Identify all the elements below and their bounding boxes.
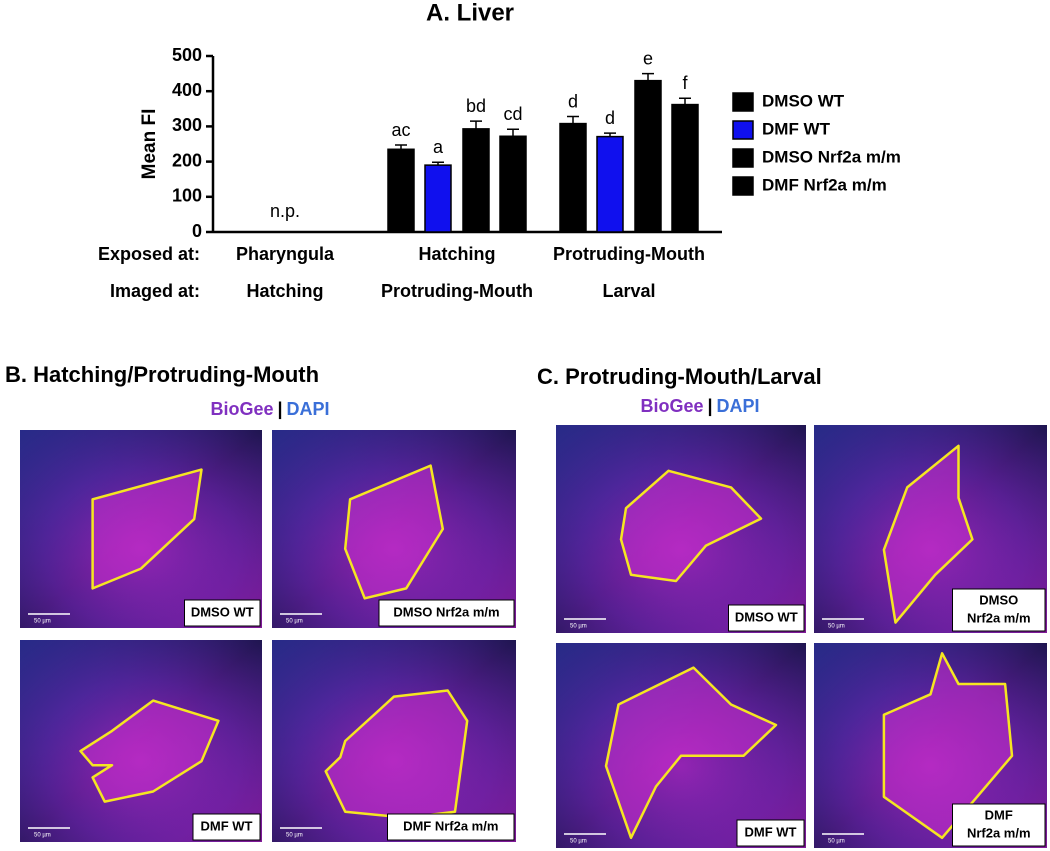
legend-word: BioGee [640,396,703,416]
bar [671,103,699,233]
error-bar [642,72,654,81]
legend-word: | [707,396,712,416]
panel-legend: BioGee | DAPI [210,399,329,419]
liver-outline [882,652,1014,840]
label-box [184,599,261,627]
liver-outline [604,666,778,840]
row-label: Imaged at: [110,281,200,301]
y-tick-label: 200 [172,150,202,170]
y-tick-label: 500 [172,45,202,65]
legend-label: DMSO WT [762,91,845,110]
legend-word: DAPI [717,396,760,416]
significance-label: ac [391,120,410,140]
image-label: DMSO Nrf2a m/m [393,604,499,619]
significance-label: d [568,91,578,111]
x-category-label: Hatching [246,281,323,301]
image-label: Nrf2a m/m [967,610,1031,625]
scale-label: 50 µm [34,833,51,839]
scale-label: 50 µm [570,839,587,845]
legend-word: BioGee [210,399,273,419]
label-box [728,604,805,632]
liver-outline [882,444,974,624]
image-label: DMSO WT [735,609,798,624]
image-label: DMF WT [201,818,253,833]
significance-label: f [682,73,688,93]
error-bar [470,120,482,129]
error-bar [679,97,691,105]
y-tick-label: 0 [192,221,202,241]
significance-label: bd [466,96,486,116]
y-axis-label: Mean FI [139,109,160,180]
liver-outline [91,468,203,590]
liver-outline [619,469,763,583]
label-box [192,813,261,841]
scale-label: 50 µm [570,624,587,630]
image-label: DMF Nrf2a m/m [403,818,498,833]
label-box [378,599,515,627]
bar [424,164,452,233]
liver-outline [79,699,220,803]
image-label: DMSO WT [191,604,254,619]
liver-outline [343,464,445,600]
bar [462,128,490,233]
error-bar [432,161,444,166]
image-label: DMF WT [745,824,797,839]
label-box [952,588,1046,632]
x-category-label: Protruding-Mouth [553,244,705,264]
bar [596,135,624,233]
error-bar [507,128,519,137]
label-box [387,813,515,841]
bar [634,79,662,233]
significance-label: e [643,48,653,68]
image-label: DMF [985,807,1013,822]
error-bar [395,144,407,150]
legend-swatch [732,148,754,168]
scale-label: 50 µm [828,624,845,630]
scale-label: 50 µm [828,839,845,845]
panel-legend: BioGee | DAPI [640,396,759,416]
legend-swatch [732,92,754,112]
significance-label: a [433,137,444,157]
y-tick-label: 300 [172,115,202,135]
legend-label: DMF Nrf2a m/m [762,175,887,194]
legend-swatch [732,176,754,196]
legend-label: DMSO Nrf2a m/m [762,147,901,166]
bar [559,122,587,233]
significance-label: cd [503,104,522,124]
y-tick-label: 400 [172,80,202,100]
error-bar [567,115,579,124]
x-category-label: Protruding-Mouth [381,281,533,301]
row-label: Exposed at: [98,244,200,264]
significance-label: d [605,108,615,128]
y-tick-label: 100 [172,186,202,206]
label-box [952,803,1046,847]
scale-label: 50 µm [286,619,303,625]
scale-label: 50 µm [34,619,51,625]
bar [387,148,415,233]
chart-title: A. Liver [426,0,514,26]
image-label: DMSO [979,592,1018,607]
bar [499,135,527,233]
x-category-label: Hatching [418,244,495,264]
label-box [736,819,805,847]
panel-title: B. Hatching/Protruding-Mouth [5,362,319,387]
image-label: Nrf2a m/m [967,825,1031,840]
legend-swatch [732,120,754,140]
x-category-label: Pharyngula [236,244,335,264]
error-bar [604,132,616,137]
legend-word: DAPI [287,399,330,419]
scale-label: 50 µm [286,833,303,839]
x-category-label: Larval [602,281,655,301]
annotation: n.p. [270,201,300,221]
panel-title: C. Protruding-Mouth/Larval [537,364,822,389]
legend-label: DMF WT [762,119,831,138]
legend-word: | [277,399,282,419]
